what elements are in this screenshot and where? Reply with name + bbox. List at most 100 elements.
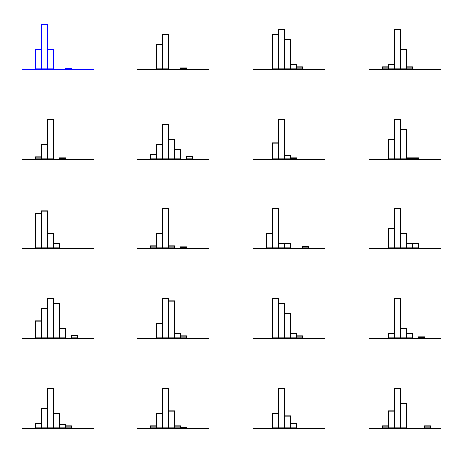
histogram-2-3 [253,119,325,160]
histogram-bar [174,149,181,160]
histogram-bar [296,335,303,339]
histogram-bar [65,425,72,429]
histogram-bar [174,333,181,339]
histogram-bar [35,156,42,160]
histogram-3-2 [137,208,209,249]
histogram-3-4 [369,208,441,249]
histogram-5-1 [22,388,94,429]
histogram-bar [388,410,395,429]
histogram-bar [406,157,413,160]
histogram-5-4 [369,388,441,429]
histogram-bar [59,157,66,160]
histogram-4-4 [369,298,441,339]
histogram-1-3 [253,29,325,70]
histogram-bar [296,66,303,70]
histogram-bar [406,66,413,70]
histogram-bar [35,423,42,429]
histogram-1-1 [22,24,94,70]
histogram-1-4 [369,29,441,70]
histogram-bar [272,142,279,160]
histogram-bar [388,64,395,70]
histogram-bar [168,139,175,160]
histogram-bar [400,49,407,70]
histogram-bar [278,303,285,339]
histogram-bar [400,129,407,160]
histogram-2-4 [369,119,441,160]
histogram-bar [290,333,297,339]
histogram-bar [41,24,48,70]
histogram-bar [47,49,54,70]
histogram-bar [412,243,419,249]
histogram-bar [400,328,407,339]
histogram-bar [150,154,157,160]
histogram-bar [174,425,181,429]
histogram-bar [168,245,175,249]
histogram-bar [180,427,187,429]
histogram-bar [53,413,60,429]
histogram-bar [156,413,163,429]
histogram-bar [162,388,169,429]
histogram-bar [400,233,407,249]
histogram-bar [412,157,419,160]
histogram-bar [186,156,193,160]
histogram-2-1 [22,119,94,160]
histogram-bar [290,64,297,70]
histogram-bar [156,44,163,70]
histogram-bar [278,243,285,249]
histogram-bar [424,425,431,429]
histogram-bar [168,410,175,429]
histogram-bar [162,208,169,249]
histogram-bar [272,413,279,429]
histogram-bar [71,335,78,339]
histogram-bar [278,119,285,160]
histogram-5-3 [253,388,325,429]
histogram-4-2 [137,298,209,339]
histogram-bar [382,66,389,70]
histogram-bar [394,298,401,339]
histogram-bar [180,67,187,70]
histogram-bar [284,313,291,339]
histogram-bar [47,298,54,339]
histogram-bar [302,246,309,249]
histogram-bar [41,308,48,339]
histogram-bar [284,155,291,160]
histogram-bar [168,300,175,339]
histogram-4-1 [22,298,94,339]
histogram-bar [266,233,273,249]
histogram-3-1 [22,210,94,249]
histogram-bar [272,208,279,249]
histogram-bar [388,139,395,160]
histogram-bar [382,425,389,429]
histogram-bar [284,243,291,249]
histogram-bar [59,328,66,339]
histogram-bar [272,298,279,339]
histogram-bar [162,298,169,339]
histogram-bar [47,388,54,429]
histogram-4-3 [253,298,325,339]
histogram-bar [272,34,279,70]
histogram-bar [388,333,395,339]
histogram-bar [59,424,66,429]
histogram-bar [53,303,60,339]
histogram-bar [400,403,407,429]
histogram-3-3 [253,208,325,249]
histogram-bar [406,333,413,339]
histogram-bar [41,210,48,249]
histogram-2-2 [137,124,209,160]
histogram-bar [53,243,60,249]
histogram-bar [394,208,401,249]
histogram-bar [284,415,291,429]
histogram-bar [156,323,163,339]
histogram-bar [35,213,42,249]
histogram-bar [47,119,54,160]
histogram-bar [35,49,42,70]
histogram-bar [394,388,401,429]
histogram-bar [278,388,285,429]
histogram-bar [150,425,157,429]
histogram-bar [156,144,163,160]
histogram-bar [41,144,48,160]
histogram-bar [162,124,169,160]
histogram-bar [65,68,72,70]
histogram-5-2 [137,388,209,429]
histogram-bar [47,233,54,249]
